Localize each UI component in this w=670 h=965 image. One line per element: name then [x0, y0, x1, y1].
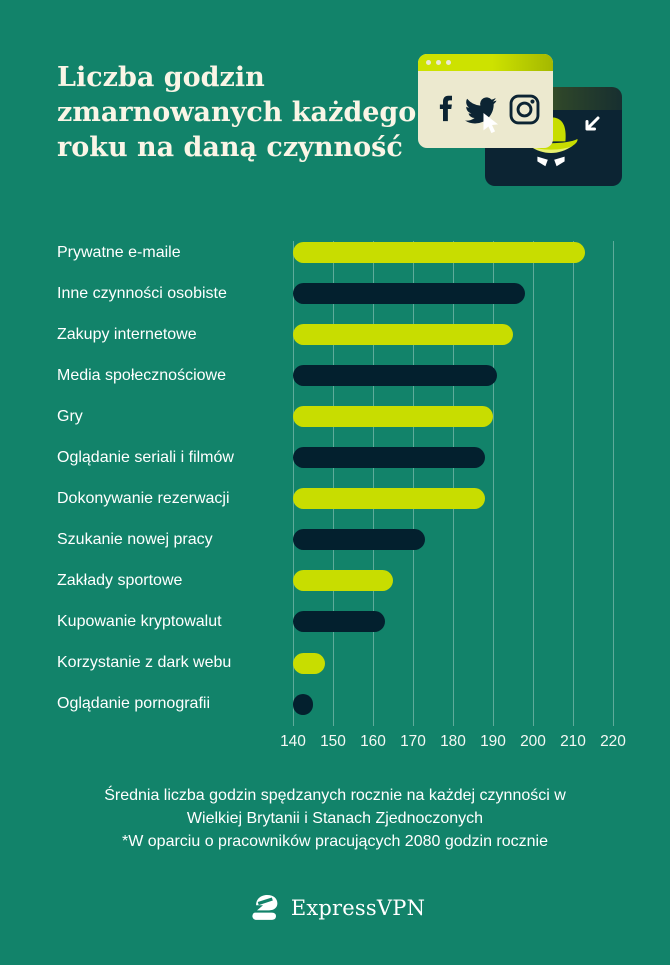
instagram-icon: [509, 94, 540, 125]
bar-label: Szukanie nowej pracy: [57, 530, 213, 548]
x-tick-label: 180: [440, 733, 466, 750]
social-browser-window: [418, 54, 553, 148]
bar: [293, 693, 313, 715]
title-line-3: roku na daną czynność: [57, 132, 403, 163]
bar-label: Media społecznościowe: [57, 366, 226, 384]
page-title: Liczba godzin zmarnowanych każdego roku …: [57, 60, 416, 165]
facebook-icon: [439, 95, 452, 122]
bar-label: Zakłady sportowe: [57, 571, 183, 589]
bar: [293, 611, 385, 633]
expressvpn-icon: [252, 895, 278, 920]
bar-label: Kupowanie kryptowalut: [57, 612, 222, 630]
x-tick-label: 150: [320, 733, 346, 750]
x-tick-label: 140: [280, 733, 306, 750]
bar: [293, 529, 425, 551]
social-icons-row: [418, 71, 553, 148]
header-illustration: [0, 0, 670, 220]
window-dot: [436, 60, 441, 65]
footnote: *W oparciu o pracowników pracujących 208…: [122, 833, 548, 850]
bar: [293, 447, 485, 469]
x-tick-label: 190: [480, 733, 506, 750]
chart-footer: Średnia liczba godzin spędzanych rocznie…: [35, 784, 635, 853]
bar: [293, 324, 513, 346]
bar-label: Inne czynności osobiste: [57, 284, 227, 302]
bar: [293, 652, 325, 674]
bar: [293, 365, 497, 387]
window-dot: [426, 60, 431, 65]
bar-label: Oglądanie pornografii: [57, 695, 210, 713]
grid-line: [572, 241, 574, 726]
grid-line: [452, 241, 454, 726]
grid-line: [332, 241, 334, 726]
bar-label: Dokonywanie rezerwacji: [57, 489, 230, 507]
x-tick-label: 210: [560, 733, 586, 750]
grid-line: [492, 241, 494, 726]
bar: [293, 406, 493, 428]
bar-label: Korzystanie z dark webu: [57, 654, 232, 671]
title-line-2: zmarnowanych każdego: [57, 97, 417, 128]
grid-line: [372, 241, 374, 726]
bar: [293, 242, 585, 263]
bar-label: Zakupy internetowe: [57, 325, 197, 343]
grid-line: [292, 241, 294, 726]
cursor-pointer-icon: [483, 113, 499, 134]
x-tick-label: 200: [520, 733, 546, 750]
x-tick-label: 170: [400, 733, 426, 750]
expressvpn-wordmark: ExpressVPN: [290, 896, 426, 920]
twitter-icon: [465, 97, 497, 124]
browser-topbar: [418, 54, 553, 71]
brand-logo: ExpressVPN: [0, 888, 670, 928]
window-dot: [446, 60, 451, 65]
bar-label: Oglądanie seriali i filmów: [57, 448, 234, 466]
cursor-arrow-icon: [585, 116, 600, 131]
bar-label: Gry: [57, 407, 83, 425]
bar: [293, 570, 393, 592]
x-tick-label: 220: [600, 733, 626, 750]
bar-label: Prywatne e-maile: [57, 243, 181, 261]
grid-line: [612, 241, 614, 726]
grid-line: [532, 241, 534, 726]
source-caption: Średnia liczba godzin spędzanych rocznie…: [104, 787, 566, 827]
grid-line: [412, 241, 414, 726]
bar: [293, 283, 525, 305]
x-tick-label: 160: [360, 733, 386, 750]
bar: [293, 488, 485, 510]
title-line-1: Liczba godzin: [57, 62, 265, 93]
